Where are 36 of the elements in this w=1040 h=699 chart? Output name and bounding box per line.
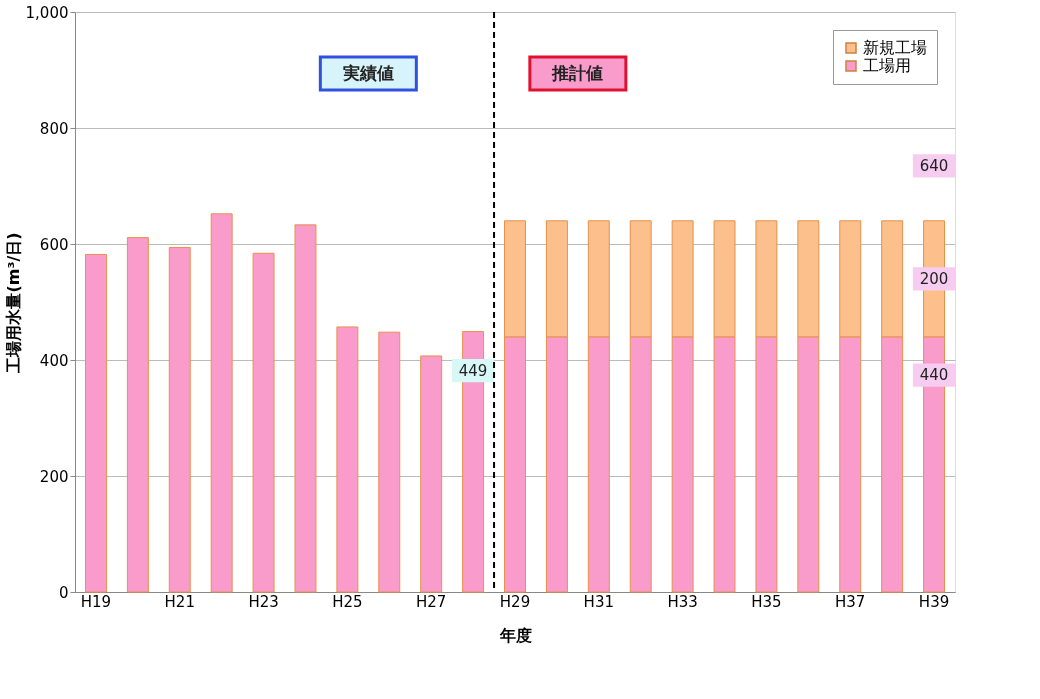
y-tick-label: 0 — [58, 583, 69, 602]
x-tick-label: H19 — [80, 592, 112, 611]
legend-label: 新規工場 — [863, 38, 927, 57]
bar — [294, 224, 317, 593]
bar — [420, 355, 443, 593]
x-tick-label: H21 — [164, 592, 195, 611]
annotation: 推計値 — [551, 63, 604, 83]
x-axis-title: 年度 — [498, 625, 532, 645]
data-label: 440 — [919, 366, 949, 385]
bar — [336, 326, 359, 593]
y-axis-title: 工場用水量(m³/日) — [3, 232, 23, 374]
x-tick-label: H31 — [583, 592, 614, 611]
x-tick-label: H23 — [248, 592, 279, 611]
y-tick-label: 600 — [39, 235, 69, 254]
x-tick-label: H37 — [835, 592, 866, 611]
x-tick-label: H39 — [918, 592, 950, 611]
total-label: 640 — [919, 156, 949, 175]
bar — [168, 246, 191, 593]
bar — [210, 213, 233, 593]
y-tick-label: 800 — [39, 119, 69, 138]
y-tick-label: 200 — [39, 467, 69, 486]
bar — [378, 331, 401, 593]
bar — [252, 252, 275, 593]
y-tick-label: 400 — [39, 351, 69, 370]
legend-label: 工場用 — [863, 56, 911, 75]
x-tick-label: H33 — [667, 592, 698, 611]
x-tick-label: H25 — [332, 592, 363, 611]
annotation: 実績値 — [341, 63, 394, 83]
bar — [84, 253, 107, 593]
x-tick-label: H35 — [751, 592, 782, 611]
y-tick-label: 1,000 — [25, 3, 69, 22]
bar — [126, 237, 149, 593]
data-label: 200 — [919, 269, 949, 288]
x-tick-label: H27 — [416, 592, 447, 611]
x-tick-label: H29 — [499, 592, 531, 611]
data-label: 449 — [458, 361, 488, 380]
